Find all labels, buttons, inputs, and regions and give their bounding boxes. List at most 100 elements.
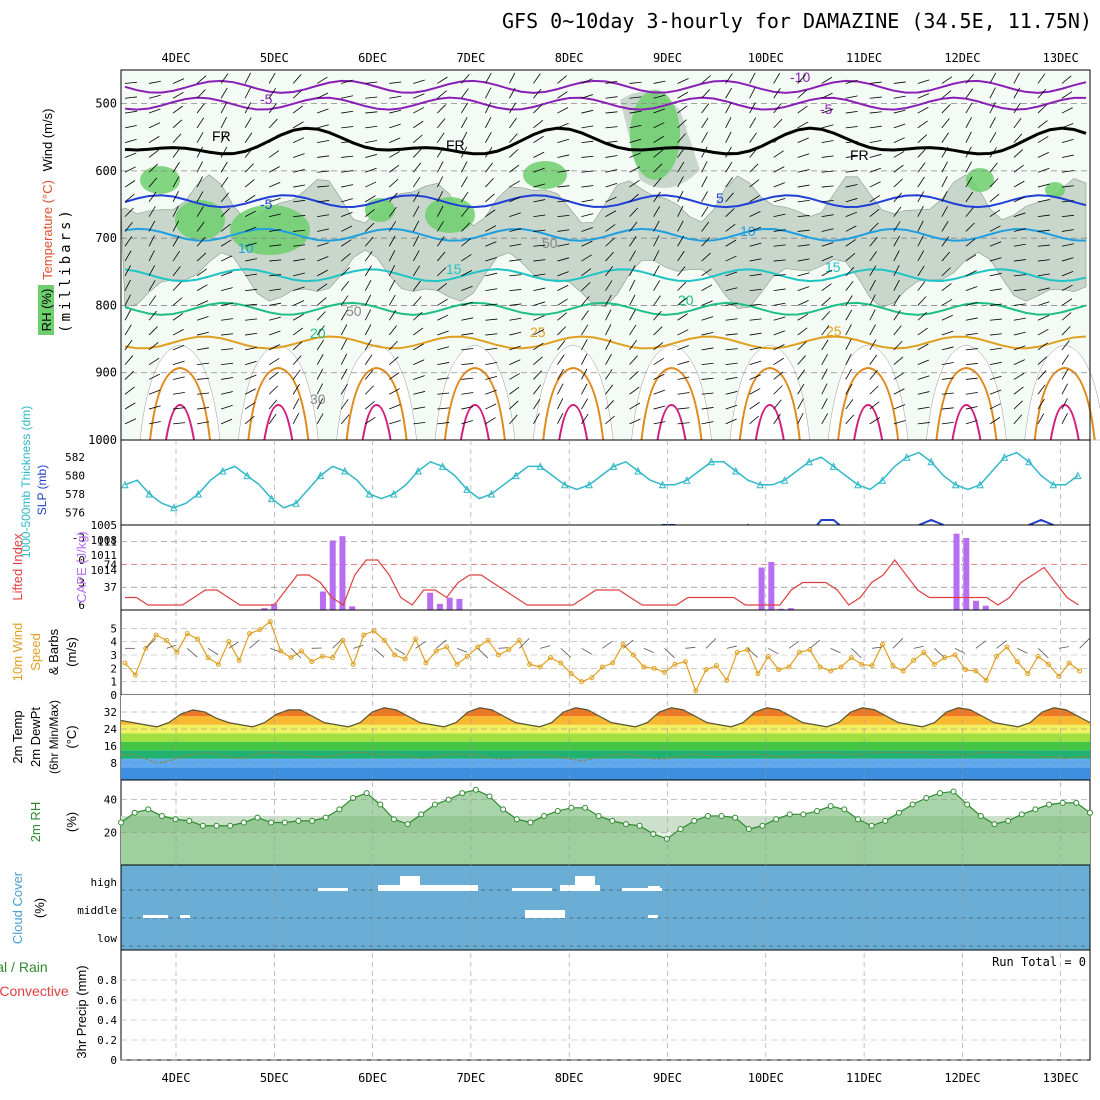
wind-speed-point [641,664,647,670]
cape-bar [768,562,775,610]
wind-barb [460,146,468,158]
wind-barb [413,406,426,410]
wind-barb [797,215,810,218]
y-axis-title-thickness: 1000-500mb Thickness (dm) [19,406,33,559]
thickness-point [487,489,496,498]
wind-barb [557,123,569,129]
wind-barb [629,339,637,351]
wind-barb [1013,102,1021,114]
rh-point [663,835,670,842]
wind-barb [172,105,183,114]
wind-barb [365,209,375,217]
wind-barb [485,147,493,158]
wind-barb [605,400,614,410]
wind-speed-point [703,667,709,673]
wind-barb [749,210,761,218]
wind-barb [917,205,924,217]
wind-barb [581,282,591,291]
wind-barb [797,169,810,173]
wind-barb [1013,180,1025,188]
wind-barb [725,271,738,277]
date-label-bottom: 11DEC [846,1071,882,1085]
wind-barb [533,342,544,351]
wind-barb [557,257,570,262]
wind-barb [436,236,445,247]
dry-lobe [631,344,712,441]
wind-barb [725,255,737,262]
isotherm-lobe-hot [754,403,785,441]
wind-speed-point [215,661,221,667]
wind-barb [773,182,785,188]
wind-barb [581,339,588,351]
wind-barb [872,646,883,649]
wind-barb [292,327,304,336]
wind-barb [1013,133,1023,143]
wind-barb [1061,354,1069,365]
wind-barb [725,377,738,380]
cloud-block [560,885,600,891]
wind-barb [749,303,762,306]
wind-barb [461,332,474,336]
wind-barb [364,279,372,291]
wind-barb [412,250,420,262]
wind-barb [509,180,520,188]
wind-barb [249,639,260,649]
contour-label: FR [212,128,231,144]
wind-barb [340,368,348,380]
wind-barb [869,208,880,217]
contour-label: -5 [820,101,833,117]
thickness-point [316,471,325,480]
wind-barb [773,198,786,203]
wind-barb [509,102,517,114]
wind-barb [965,161,972,173]
wind-barb [388,206,397,217]
thickness-point [194,489,203,498]
wind-barb [1013,243,1026,247]
wind-barb [989,225,1001,232]
rh-point [377,801,384,808]
wind-barb [1061,139,1074,144]
wind-barb [725,73,733,84]
wind-barb [145,638,157,649]
wind-barb [821,155,834,158]
wind-speed-point [527,661,533,667]
wind-barb [124,110,137,114]
wind-barb [365,140,378,144]
wind-barb [797,199,810,203]
wind-barb [605,140,618,144]
rh-point [691,817,698,824]
wind-barb [821,283,832,291]
wind-barb [965,222,975,232]
wind-speed-point [973,668,979,674]
wind-barb [364,222,375,232]
date-label-top: 4DEC [162,51,191,65]
thickness-point [951,480,960,489]
rh-point [814,808,821,815]
contour-label: 50 [542,235,558,251]
dry-lobe [532,344,614,441]
wind-barb [749,258,762,262]
thickness-point [536,462,545,470]
wind-barb [220,102,228,114]
wind-barb [1037,273,1050,277]
wind-barb [269,259,282,262]
isotherm-lobe [443,366,506,441]
wind-barb [173,407,186,410]
wind-barb [581,310,589,321]
cloud-block [648,886,660,890]
wind-barb [316,383,324,395]
wind-barb [1061,312,1072,321]
wind-barb [725,362,738,366]
wind-barb [989,375,1002,380]
wind-barb [364,236,374,247]
wind-barb [172,220,180,232]
wind-barb [629,81,642,84]
wind-barb [148,177,158,188]
wind-barb [341,95,354,99]
wind-barb [1061,413,1068,425]
wind-barb [677,345,689,351]
wind-barb [629,166,641,173]
wind-barb [172,161,180,173]
wind-barb [629,355,638,365]
isotherm-lobe [738,366,801,441]
